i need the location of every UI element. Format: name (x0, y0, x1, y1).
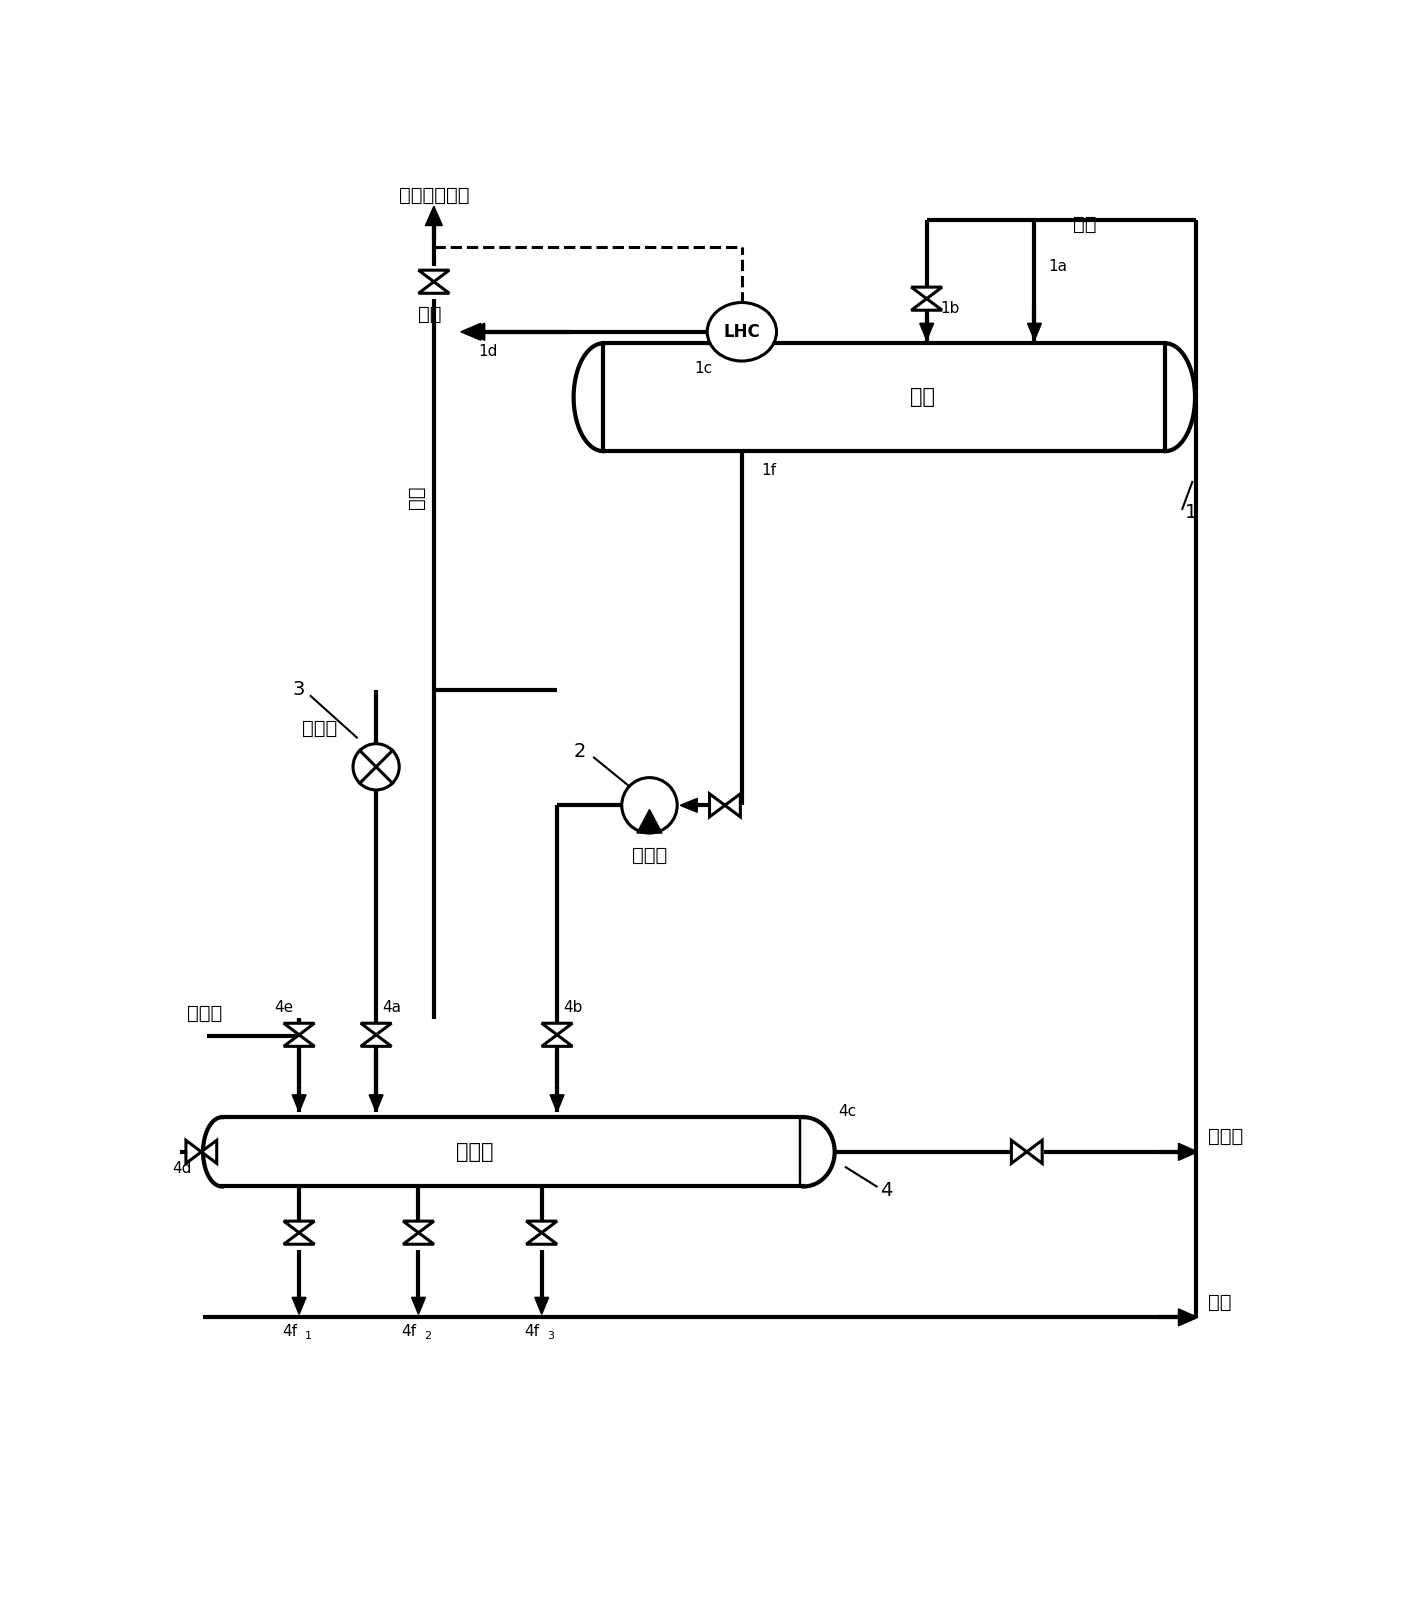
Polygon shape (403, 1222, 434, 1233)
Text: 1: 1 (1184, 503, 1197, 522)
Polygon shape (283, 1222, 314, 1233)
Text: 4f: 4f (525, 1324, 540, 1338)
Polygon shape (292, 1297, 306, 1314)
Polygon shape (419, 270, 450, 281)
Text: 4a: 4a (382, 1000, 402, 1016)
Polygon shape (550, 1096, 564, 1112)
Polygon shape (526, 1233, 557, 1244)
Polygon shape (202, 1140, 217, 1163)
Text: 4: 4 (880, 1180, 893, 1199)
Text: 4c: 4c (839, 1104, 857, 1118)
Polygon shape (361, 1035, 392, 1046)
Circle shape (622, 778, 677, 834)
Polygon shape (403, 1233, 434, 1244)
Polygon shape (465, 323, 485, 340)
Polygon shape (292, 1096, 306, 1112)
Polygon shape (680, 798, 697, 813)
Text: 冲洗水: 冲洗水 (188, 1005, 223, 1022)
Text: 旋流器: 旋流器 (455, 1142, 493, 1163)
Text: 容器: 容器 (911, 386, 935, 407)
Polygon shape (919, 323, 933, 340)
Text: 外排: 外排 (407, 485, 426, 509)
Text: 4f: 4f (282, 1324, 298, 1338)
Text: 1d: 1d (478, 343, 498, 359)
Polygon shape (1026, 1140, 1042, 1163)
Polygon shape (709, 794, 725, 818)
Polygon shape (1028, 323, 1042, 340)
Text: 3: 3 (547, 1332, 554, 1341)
Ellipse shape (708, 302, 777, 361)
Text: 4b: 4b (563, 1000, 582, 1016)
Text: 3: 3 (293, 680, 306, 699)
Text: 4d: 4d (172, 1161, 192, 1177)
Polygon shape (603, 343, 1166, 450)
Text: 变频泵: 变频泵 (632, 846, 667, 866)
Polygon shape (541, 1035, 572, 1046)
Polygon shape (725, 794, 740, 818)
Text: 集油管: 集油管 (1208, 1127, 1244, 1147)
Polygon shape (1011, 1140, 1026, 1163)
Polygon shape (541, 1024, 572, 1035)
Polygon shape (412, 1297, 426, 1314)
Text: 1: 1 (305, 1332, 312, 1341)
Polygon shape (461, 323, 481, 340)
Polygon shape (283, 1024, 314, 1035)
Text: 下游处理装置: 下游处理装置 (399, 185, 470, 204)
Polygon shape (911, 299, 942, 310)
Polygon shape (1179, 1143, 1197, 1161)
Polygon shape (534, 1297, 548, 1314)
Polygon shape (526, 1222, 557, 1233)
Polygon shape (1179, 1310, 1197, 1326)
Text: 1b: 1b (940, 302, 960, 316)
Text: 1c: 1c (694, 361, 712, 377)
Polygon shape (361, 1024, 392, 1035)
Polygon shape (369, 1096, 384, 1112)
Text: 污水: 污水 (1073, 214, 1097, 233)
Text: 收油: 收油 (419, 305, 441, 324)
Polygon shape (419, 281, 450, 294)
Text: 2: 2 (574, 743, 587, 760)
Polygon shape (426, 206, 443, 225)
Text: 1a: 1a (1048, 259, 1067, 273)
Circle shape (352, 744, 399, 791)
Text: 过滤器: 过滤器 (302, 719, 337, 738)
Polygon shape (186, 1140, 202, 1163)
Text: 1f: 1f (761, 463, 776, 478)
Polygon shape (283, 1035, 314, 1046)
Text: 4f: 4f (402, 1324, 416, 1338)
Polygon shape (911, 287, 942, 299)
Text: 排污: 排污 (1208, 1292, 1231, 1311)
Text: 4e: 4e (274, 1000, 293, 1016)
Polygon shape (283, 1233, 314, 1244)
Polygon shape (637, 810, 661, 834)
Text: LHC: LHC (723, 323, 760, 340)
Text: 2: 2 (424, 1332, 431, 1341)
